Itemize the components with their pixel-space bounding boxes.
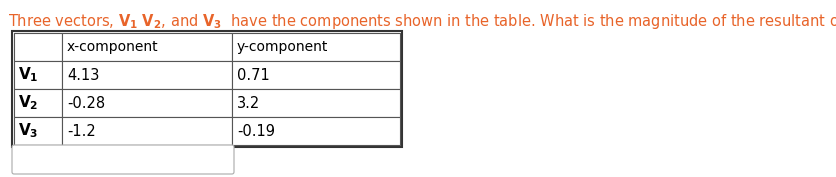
Bar (62, 61, 232, 89)
Bar (62, 89, 232, 117)
Text: -1.2: -1.2 (67, 124, 96, 138)
Text: 3.2: 3.2 (237, 96, 260, 110)
Bar (232, 61, 400, 89)
Bar (14, 61, 62, 89)
Bar (12, 31, 402, 147)
Text: y-component: y-component (237, 40, 329, 54)
Text: -0.19: -0.19 (237, 124, 275, 138)
Bar (14, 117, 62, 145)
Bar (14, 89, 62, 117)
Text: $\mathbf{V_1}$: $\mathbf{V_1}$ (18, 66, 38, 84)
Text: $\mathbf{V_2}$: $\mathbf{V_2}$ (18, 94, 38, 112)
Text: 0.71: 0.71 (237, 67, 270, 82)
Bar (232, 89, 400, 117)
Bar (14, 33, 400, 145)
Text: x-component: x-component (67, 40, 159, 54)
Text: Three vectors, $\bf{V_1}$ $\bf{V_2}$, and $\bf{V_3}$  have the components shown : Three vectors, $\bf{V_1}$ $\bf{V_2}$, an… (8, 12, 836, 31)
Bar (62, 117, 232, 145)
Bar (62, 33, 232, 61)
Text: 4.13: 4.13 (67, 67, 99, 82)
Bar (232, 33, 400, 61)
FancyBboxPatch shape (12, 145, 234, 174)
Text: -0.28: -0.28 (67, 96, 105, 110)
Text: $\mathbf{V_3}$: $\mathbf{V_3}$ (18, 122, 38, 140)
Bar (232, 117, 400, 145)
Bar (14, 33, 62, 61)
